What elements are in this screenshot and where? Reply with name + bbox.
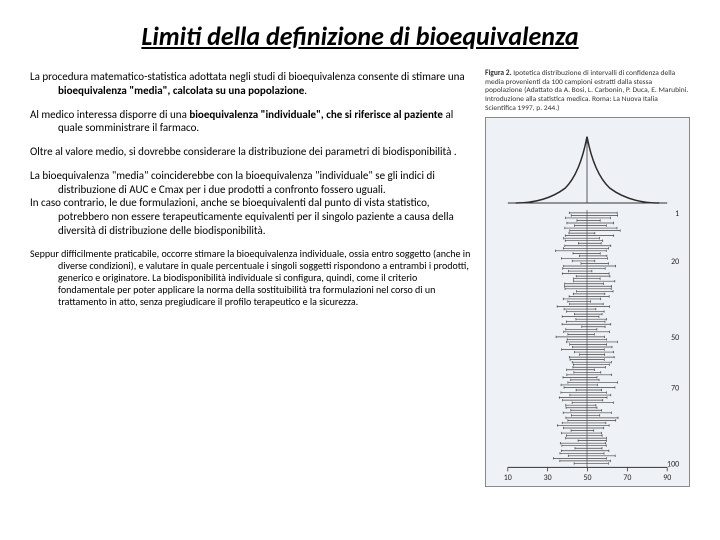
caption-text: Ipotetica distribuzione di intervalli di… (485, 69, 688, 113)
para-2b: bioequivalenza "individuale", che si rif… (189, 108, 443, 121)
para-3: Oltre al valore medio, si dovrebbe consi… (30, 145, 473, 159)
svg-text:90: 90 (663, 473, 671, 483)
page-title: Limiti della definizione di bioequivalen… (30, 20, 690, 52)
para-6: Seppur difficilmente praticabile, occorr… (30, 248, 473, 308)
svg-text:10: 10 (504, 473, 512, 483)
para-5: In caso contrario, le due formulazioni, … (30, 196, 473, 237)
figure-caption: Figura 2. Ipotetica distribuzione di int… (485, 70, 690, 113)
chart-svg: 10 30 50 70 90 1 20 50 70 100 (486, 118, 689, 486)
content-row: La procedura matematico-statistica adott… (30, 70, 690, 487)
para-2a: Al medico interessa disporre di una (30, 108, 189, 121)
para-1b: bioequivalenza "media", calcolata su una… (58, 84, 304, 97)
para-4: La bioequivalenza "media" coinciderebbe … (30, 169, 473, 197)
svg-text:70: 70 (623, 473, 631, 483)
svg-text:30: 30 (544, 473, 552, 483)
svg-text:100: 100 (667, 460, 679, 470)
para-1: La procedura matematico-statistica adott… (30, 70, 473, 98)
svg-text:20: 20 (671, 257, 679, 267)
para-2: Al medico interessa disporre di una bioe… (30, 108, 473, 136)
confidence-interval-chart: 10 30 50 70 90 1 20 50 70 100 (485, 117, 690, 487)
figure-column: Figura 2. Ipotetica distribuzione di int… (485, 70, 690, 487)
svg-text:50: 50 (671, 333, 679, 343)
para-1a: La procedura matematico-statistica adott… (30, 70, 465, 83)
para-1c: . (304, 84, 307, 97)
text-column: La procedura matematico-statistica adott… (30, 70, 473, 487)
svg-text:50: 50 (583, 473, 591, 483)
svg-text:1: 1 (675, 209, 679, 219)
svg-text:70: 70 (671, 384, 679, 394)
